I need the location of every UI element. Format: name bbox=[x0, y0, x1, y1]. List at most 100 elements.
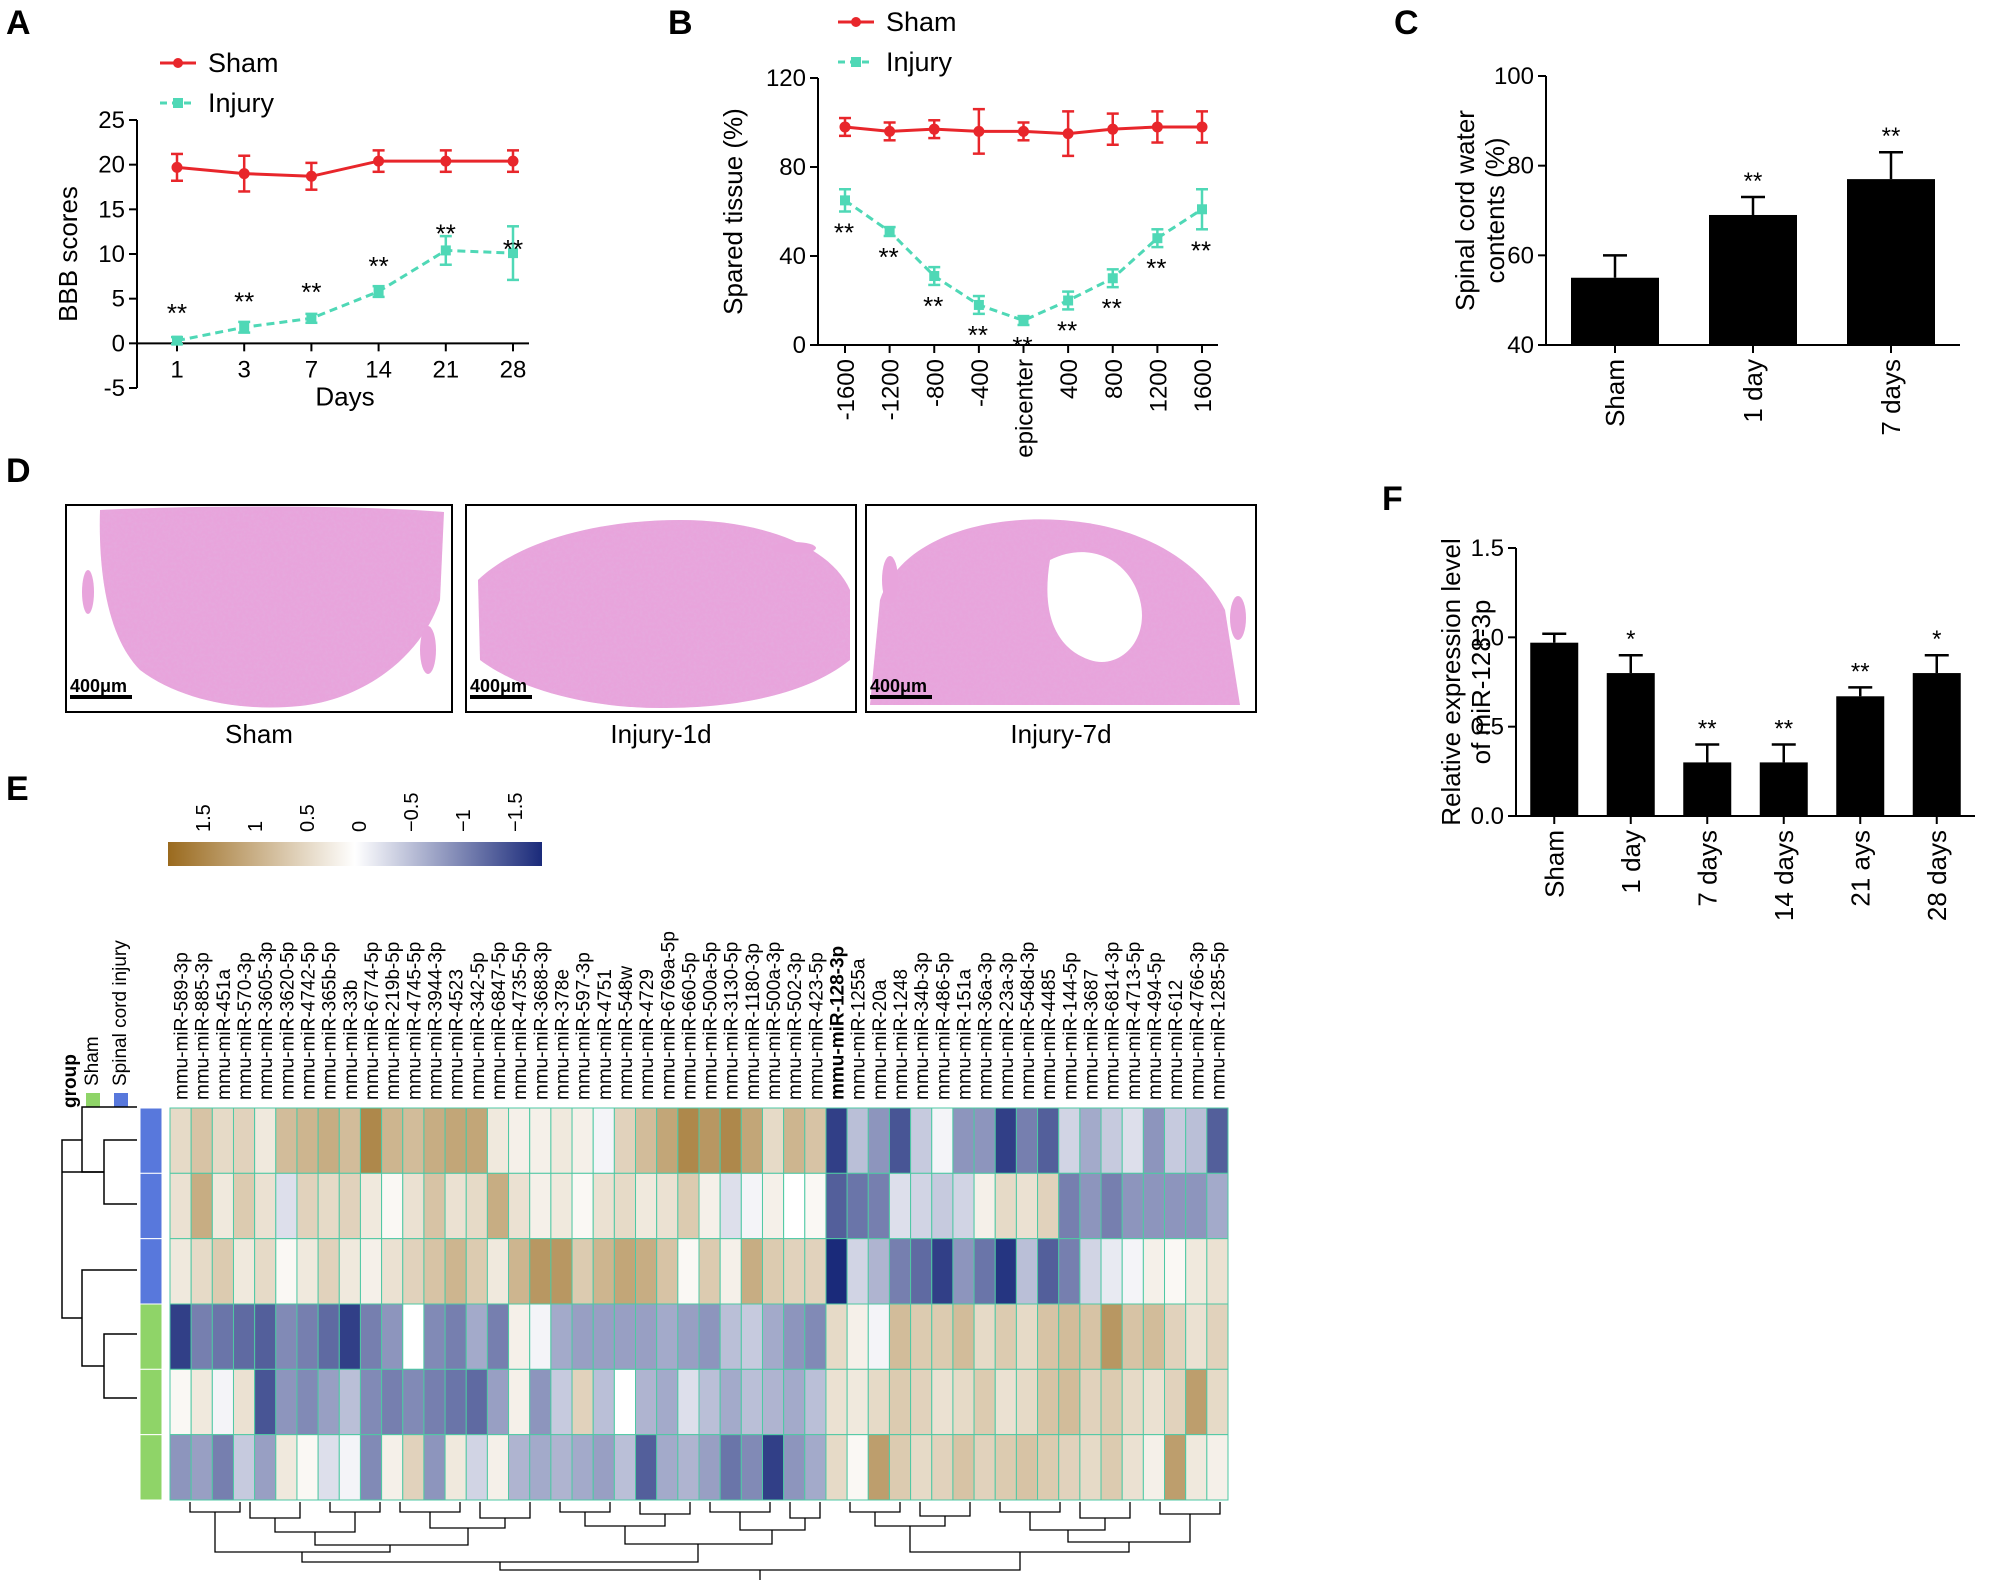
nerve-root-sham-left bbox=[82, 570, 94, 614]
heatmap-cell bbox=[613, 1303, 637, 1370]
significance-mark: ** bbox=[1146, 253, 1166, 283]
heatmap-cell bbox=[381, 1172, 404, 1240]
heatmap-column-label: mmu-miR-494-5p bbox=[1145, 952, 1166, 1100]
heatmap-cell bbox=[486, 1107, 510, 1174]
heatmap-cell bbox=[423, 1107, 446, 1174]
bar bbox=[1530, 642, 1579, 816]
significance-mark: ** bbox=[1851, 658, 1870, 685]
heatmap-column-label: mmu-miR-4523 bbox=[447, 969, 468, 1100]
heatmap-cell bbox=[952, 1303, 975, 1370]
heatmap-cell bbox=[1100, 1303, 1123, 1370]
heatmap-cell bbox=[317, 1434, 340, 1501]
heatmap-cell bbox=[444, 1172, 467, 1240]
heatmap-cell bbox=[740, 1434, 763, 1501]
heatmap-cell bbox=[888, 1238, 912, 1305]
y-tick-label: 25 bbox=[98, 107, 125, 134]
group-legend-sham-swatch bbox=[86, 1093, 100, 1107]
heatmap-cell bbox=[1185, 1238, 1208, 1305]
x-tick-label: Sham bbox=[1600, 359, 1630, 427]
heatmap-cell bbox=[1058, 1107, 1081, 1174]
heatmap-cell bbox=[317, 1107, 340, 1174]
heatmap-column-label: mmu-miR-6847-5p bbox=[489, 942, 510, 1100]
heatmap-cell bbox=[275, 1303, 298, 1370]
heatmap-cell bbox=[1121, 1368, 1144, 1436]
heatmap-cell bbox=[1164, 1172, 1187, 1240]
heatmap-cell bbox=[1100, 1107, 1123, 1174]
heatmap-cell bbox=[1058, 1238, 1081, 1305]
heatmap-column-label: mmu-miR-219b-5p bbox=[383, 942, 404, 1100]
heatmap-cell bbox=[994, 1434, 1017, 1501]
heatmap-cell bbox=[381, 1107, 404, 1174]
tissue-texture-injury-1d bbox=[478, 520, 850, 708]
y-tick-label: 1.0 bbox=[1471, 624, 1504, 651]
legend-b-injury-label: Injury bbox=[886, 47, 953, 77]
heatmap-cell bbox=[338, 1172, 361, 1240]
significance-mark: ** bbox=[1102, 293, 1122, 323]
heatmap-cell bbox=[592, 1303, 615, 1370]
heatmap-cell bbox=[1206, 1107, 1229, 1174]
heatmap-cell bbox=[1185, 1368, 1208, 1436]
nerve-root-1d bbox=[772, 542, 816, 554]
heatmap-cell bbox=[888, 1434, 912, 1501]
x-tick-label: 7 days bbox=[1876, 359, 1906, 436]
heatmap-cell bbox=[825, 1368, 848, 1436]
x-tick-label: epicenter bbox=[1012, 359, 1039, 458]
x-tick-label: 14 bbox=[365, 356, 392, 383]
col-dendro-left bbox=[189, 1502, 531, 1553]
y-tick-label: 1.5 bbox=[1471, 535, 1504, 562]
heatmap-cell bbox=[846, 1107, 869, 1174]
heatmap-cell bbox=[761, 1434, 785, 1501]
heatmap-column-label: mmu-miR-342-5p bbox=[468, 952, 489, 1100]
heatmap-cell bbox=[931, 1107, 954, 1174]
y-tick-label: -5 bbox=[104, 375, 125, 402]
heatmap-cell bbox=[381, 1368, 404, 1436]
colorbar-tick-label: −1 bbox=[453, 809, 475, 832]
heatmap-cell bbox=[613, 1172, 637, 1240]
sham-point bbox=[1062, 128, 1074, 140]
legend-a-sham-label: Sham bbox=[208, 48, 279, 78]
bar bbox=[1759, 762, 1808, 816]
injury-point bbox=[973, 299, 984, 310]
heatmap-column-label: mmu-miR-128-3p bbox=[828, 946, 849, 1100]
heatmap-cell bbox=[740, 1172, 763, 1240]
x-tick-label: 7 days bbox=[1692, 830, 1722, 907]
heatmap-cell bbox=[486, 1368, 510, 1436]
heatmap-column-label: mmu-miR-151a bbox=[955, 969, 976, 1100]
panel-label-f: F bbox=[1382, 480, 1403, 518]
heatmap-column-label: mmu-miR-6774-5p bbox=[362, 942, 383, 1100]
heatmap-cell bbox=[169, 1368, 192, 1436]
heatmap-cell bbox=[508, 1434, 531, 1501]
heatmap-cell bbox=[994, 1368, 1017, 1436]
heatmap-cell bbox=[804, 1303, 827, 1370]
heatmap-cell bbox=[402, 1434, 425, 1501]
y-tick-label: 40 bbox=[779, 243, 806, 270]
heatmap-cell bbox=[359, 1238, 383, 1305]
heatmap-cell bbox=[190, 1172, 213, 1240]
significance-mark: ** bbox=[923, 291, 943, 321]
heatmap-cell bbox=[529, 1107, 552, 1174]
heatmap-cell bbox=[825, 1172, 848, 1240]
x-tick-label: -1600 bbox=[833, 359, 860, 420]
y-axis-label: BBB scores bbox=[53, 186, 83, 322]
nerve-root-sham-right bbox=[420, 626, 436, 674]
heatmap-cell bbox=[698, 1172, 721, 1240]
sham-point bbox=[884, 125, 896, 137]
row-dendro-bottom bbox=[81, 1269, 137, 1399]
heatmap-cell bbox=[592, 1368, 615, 1436]
injury-point bbox=[840, 195, 850, 206]
heatmap-cell bbox=[402, 1303, 425, 1370]
heatmap-cell bbox=[1206, 1368, 1229, 1436]
x-tick-label: 28 bbox=[500, 356, 527, 383]
lesion-cavity-7d bbox=[1047, 552, 1142, 662]
row-dendro-root bbox=[61, 1139, 82, 1319]
heatmap-cell bbox=[952, 1172, 975, 1240]
row-group-bar bbox=[139, 1434, 163, 1501]
significance-mark: ** bbox=[1698, 716, 1717, 743]
heatmap-cell bbox=[211, 1368, 234, 1436]
heatmap-cell bbox=[550, 1303, 573, 1370]
bar bbox=[1571, 277, 1659, 345]
heatmap-cell bbox=[275, 1107, 298, 1174]
heatmap-cell bbox=[656, 1238, 679, 1305]
row-group-bar bbox=[139, 1172, 163, 1240]
